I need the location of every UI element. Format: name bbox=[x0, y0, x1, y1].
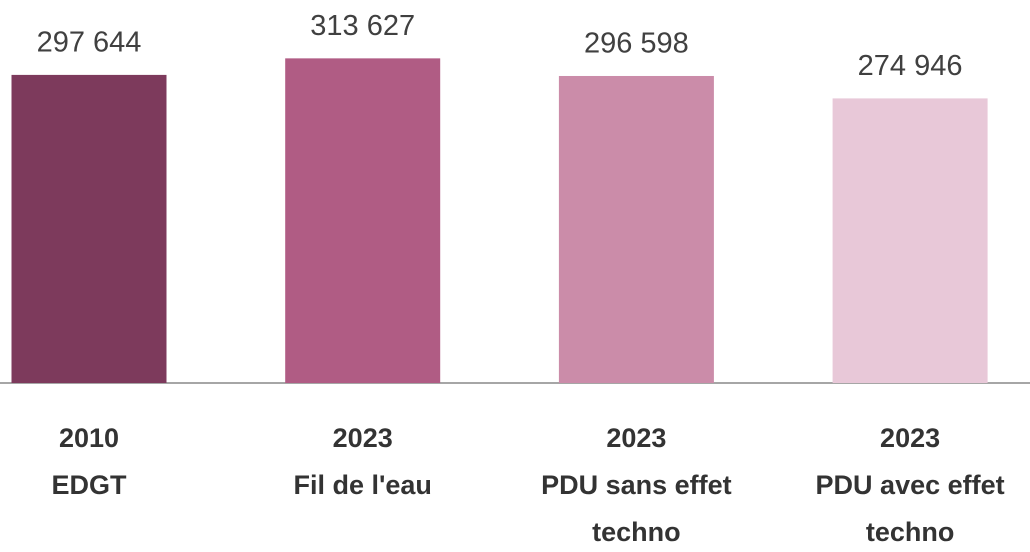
x-tick-label: 2023 bbox=[606, 423, 666, 453]
value-label: 296 598 bbox=[584, 28, 689, 60]
value-label: 274 946 bbox=[858, 50, 963, 82]
x-tick-label: techno bbox=[592, 517, 681, 547]
x-tick-label: Fil de l'eau bbox=[293, 470, 431, 500]
bar bbox=[11, 74, 167, 383]
x-tick-label: 2010 bbox=[59, 423, 119, 453]
bar bbox=[285, 58, 441, 384]
bar bbox=[558, 75, 714, 383]
value-label: 313 627 bbox=[310, 10, 415, 42]
x-tick-label: EDGT bbox=[51, 470, 127, 500]
x-tick-label: 2023 bbox=[333, 423, 393, 453]
x-tick-label: PDU avec effet bbox=[816, 470, 1005, 500]
x-tick-label: techno bbox=[866, 517, 955, 547]
value-label: 297 644 bbox=[37, 27, 142, 59]
bar bbox=[832, 98, 988, 383]
x-tick-label: PDU sans effet bbox=[541, 470, 732, 500]
x-tick-label: 2023 bbox=[880, 423, 940, 453]
